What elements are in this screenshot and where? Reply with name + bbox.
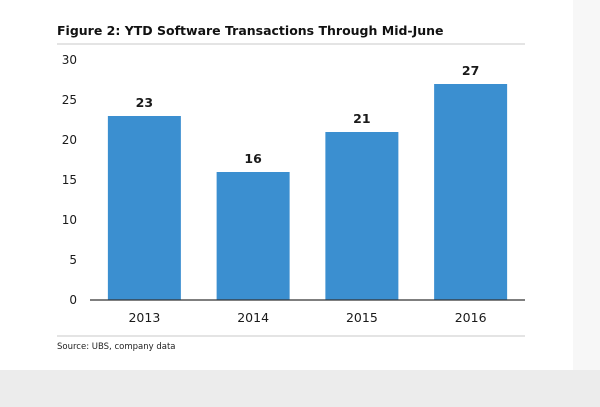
bar-2013 (107, 116, 181, 300)
y-tick-label: 25 (62, 93, 77, 107)
data-label-2016: 27 (462, 63, 479, 78)
x-tick-label-2013: 2013 (128, 310, 160, 325)
x-tick-label-2014: 2014 (237, 310, 269, 325)
bar-2016 (434, 84, 508, 300)
data-label-2015: 21 (353, 111, 370, 126)
y-tick-label: 20 (62, 133, 77, 147)
x-axis-labels: 2013 2014 2015 2016 (128, 310, 486, 325)
y-tick-label: 10 (62, 213, 77, 227)
page-margin-right (573, 0, 600, 370)
chart-title: Figure 2: YTD Software Transactions Thro… (57, 23, 444, 38)
x-tick-label-2016: 2016 (455, 310, 487, 325)
y-tick-label: 30 (62, 53, 77, 67)
bar-chart: 0 5 10 15 20 25 30 23 16 21 27 2013 2014 2015 2016 (57, 43, 525, 337)
bar-2014 (216, 172, 290, 300)
bar-2015 (325, 132, 399, 300)
page-margin-bottom (0, 370, 600, 407)
data-label-2013: 23 (136, 95, 153, 110)
source-note: Source: UBS, company data (57, 342, 176, 352)
bars (107, 84, 508, 300)
y-tick-label: 15 (62, 173, 77, 187)
y-tick-label: 0 (69, 293, 77, 307)
y-tick-label: 5 (69, 253, 77, 267)
data-label-2014: 16 (244, 151, 262, 166)
x-tick-label-2015: 2015 (346, 310, 378, 325)
data-labels: 23 16 21 27 (136, 63, 480, 166)
y-axis-ticks: 0 5 10 15 20 25 30 (62, 53, 77, 307)
